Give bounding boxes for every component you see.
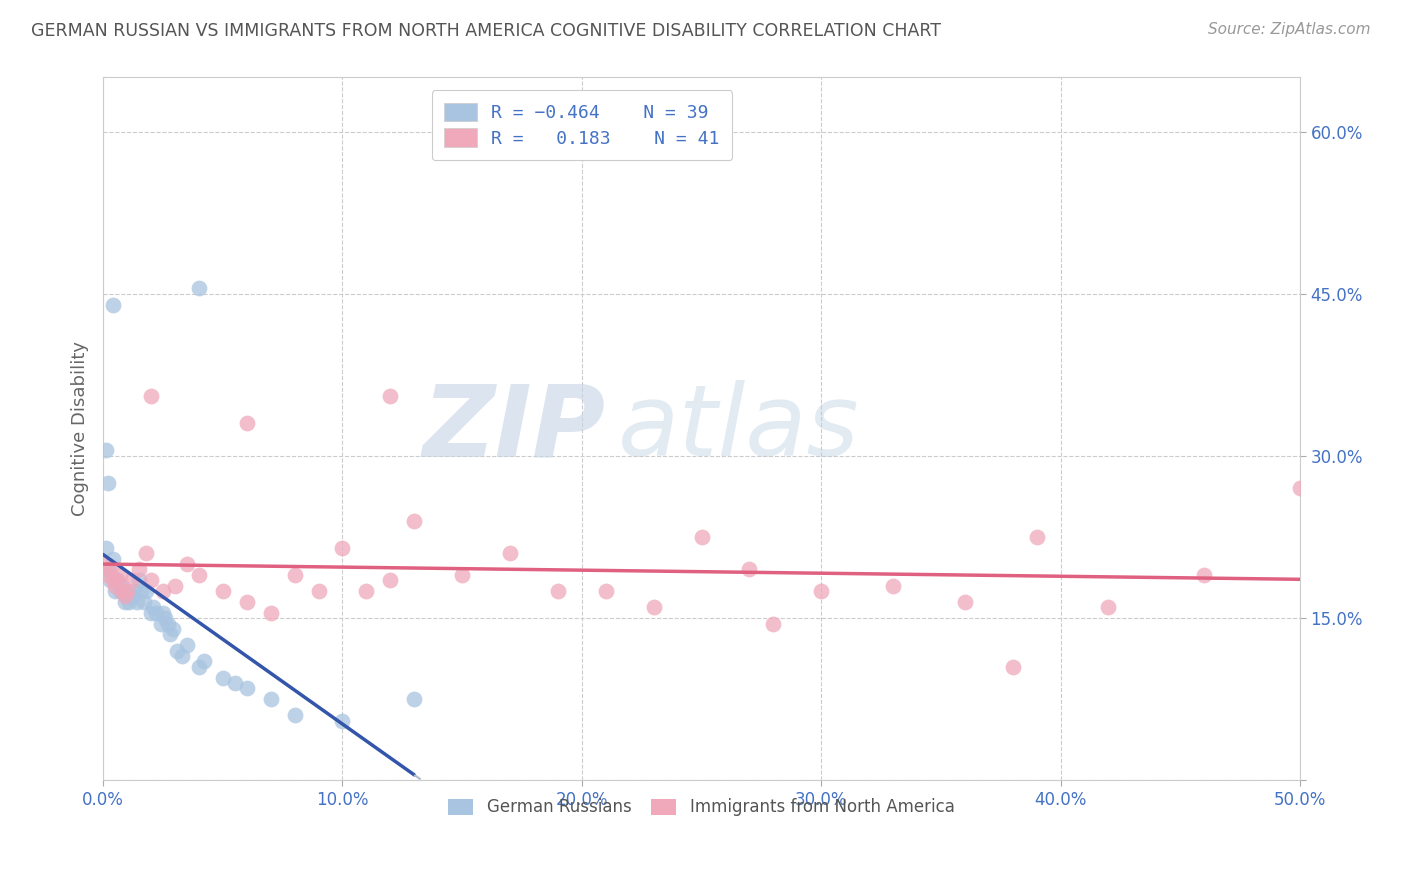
Text: GERMAN RUSSIAN VS IMMIGRANTS FROM NORTH AMERICA COGNITIVE DISABILITY CORRELATION: GERMAN RUSSIAN VS IMMIGRANTS FROM NORTH … — [31, 22, 941, 40]
Y-axis label: Cognitive Disability: Cognitive Disability — [72, 342, 89, 516]
Point — [235, 681, 257, 696]
Point — [94, 557, 117, 571]
Point — [380, 389, 402, 403]
Point — [404, 514, 426, 528]
Point — [111, 579, 134, 593]
Point — [94, 541, 117, 555]
Point — [97, 567, 120, 582]
Point — [595, 584, 617, 599]
Point — [107, 574, 129, 588]
Point — [114, 595, 136, 609]
Point — [187, 281, 209, 295]
Point — [128, 562, 150, 576]
Point — [882, 579, 904, 593]
Point — [499, 546, 522, 560]
Point — [1001, 659, 1024, 673]
Point — [98, 574, 121, 588]
Point — [176, 638, 198, 652]
Point — [155, 611, 177, 625]
Point — [1192, 567, 1215, 582]
Point — [145, 606, 167, 620]
Point — [131, 584, 153, 599]
Point — [810, 584, 832, 599]
Point — [308, 584, 330, 599]
Point — [224, 676, 246, 690]
Text: Source: ZipAtlas.com: Source: ZipAtlas.com — [1208, 22, 1371, 37]
Point — [139, 574, 162, 588]
Point — [122, 584, 145, 599]
Point — [121, 574, 143, 588]
Point — [128, 574, 150, 588]
Point — [332, 541, 354, 555]
Point — [152, 606, 174, 620]
Point — [451, 567, 474, 582]
Legend: German Russians, Immigrants from North America: German Russians, Immigrants from North A… — [440, 790, 963, 825]
Point — [94, 443, 117, 458]
Point — [163, 579, 186, 593]
Point — [118, 595, 141, 609]
Point — [1025, 530, 1047, 544]
Point — [284, 567, 307, 582]
Point — [211, 671, 233, 685]
Point — [135, 584, 157, 599]
Point — [111, 584, 134, 599]
Point — [159, 627, 181, 641]
Point — [139, 606, 162, 620]
Point — [114, 590, 136, 604]
Point — [404, 692, 426, 706]
Point — [193, 654, 215, 668]
Point — [142, 600, 165, 615]
Point — [104, 579, 127, 593]
Point — [104, 584, 127, 599]
Point — [260, 692, 283, 706]
Point — [152, 584, 174, 599]
Point — [149, 616, 172, 631]
Point — [211, 584, 233, 599]
Point — [953, 595, 976, 609]
Point — [176, 557, 198, 571]
Point — [97, 475, 120, 490]
Point — [356, 584, 378, 599]
Point — [762, 616, 785, 631]
Point — [156, 616, 179, 631]
Text: atlas: atlas — [617, 380, 859, 477]
Point — [115, 590, 138, 604]
Point — [332, 714, 354, 728]
Point — [101, 297, 124, 311]
Point — [738, 562, 761, 576]
Point — [107, 574, 129, 588]
Point — [690, 530, 713, 544]
Point — [101, 574, 124, 588]
Point — [115, 584, 138, 599]
Point — [121, 590, 143, 604]
Point — [166, 643, 188, 657]
Point — [235, 417, 257, 431]
Point — [98, 562, 121, 576]
Point — [187, 567, 209, 582]
Point — [1097, 600, 1119, 615]
Point — [125, 595, 148, 609]
Point — [260, 606, 283, 620]
Point — [135, 546, 157, 560]
Point — [1289, 481, 1312, 495]
Point — [101, 551, 124, 566]
Point — [97, 562, 120, 576]
Point — [108, 567, 131, 582]
Point — [547, 584, 569, 599]
Point — [284, 708, 307, 723]
Point — [162, 622, 184, 636]
Point — [380, 574, 402, 588]
Point — [187, 659, 209, 673]
Text: ZIP: ZIP — [423, 380, 606, 477]
Point — [132, 595, 155, 609]
Point — [235, 595, 257, 609]
Point — [139, 389, 162, 403]
Point — [172, 648, 194, 663]
Point — [643, 600, 665, 615]
Point — [108, 584, 131, 599]
